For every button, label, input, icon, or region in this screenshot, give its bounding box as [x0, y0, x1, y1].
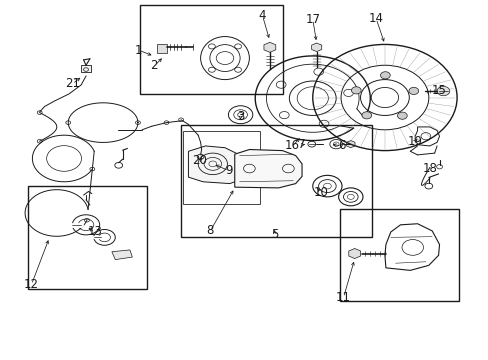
Text: 21: 21: [65, 77, 80, 90]
Text: 14: 14: [368, 12, 383, 25]
Text: 3: 3: [236, 110, 244, 123]
Polygon shape: [81, 65, 91, 72]
Text: 11: 11: [335, 291, 350, 304]
Text: 1: 1: [135, 44, 142, 57]
Circle shape: [408, 87, 418, 95]
Text: 15: 15: [431, 84, 446, 97]
Polygon shape: [348, 248, 360, 258]
Circle shape: [361, 112, 371, 119]
Circle shape: [351, 87, 361, 94]
Text: 13: 13: [87, 225, 102, 238]
Text: 16: 16: [284, 139, 299, 152]
Text: 6: 6: [338, 139, 345, 152]
Text: 20: 20: [192, 154, 206, 167]
Polygon shape: [112, 250, 132, 260]
Text: 7: 7: [298, 138, 305, 151]
Polygon shape: [234, 149, 302, 188]
Text: 9: 9: [224, 164, 232, 177]
Polygon shape: [311, 43, 321, 51]
Text: 18: 18: [422, 162, 436, 175]
Text: 10: 10: [313, 186, 328, 199]
Text: 12: 12: [24, 278, 39, 291]
Text: 17: 17: [305, 13, 320, 26]
Circle shape: [380, 72, 389, 79]
Text: 5: 5: [270, 228, 278, 241]
Text: 19: 19: [407, 135, 422, 148]
Polygon shape: [188, 146, 242, 184]
Text: 8: 8: [206, 224, 214, 238]
Polygon shape: [157, 44, 167, 53]
Polygon shape: [346, 140, 354, 148]
Circle shape: [436, 86, 449, 96]
Text: 2: 2: [150, 59, 158, 72]
Polygon shape: [264, 42, 275, 52]
Circle shape: [397, 112, 407, 119]
Text: 4: 4: [258, 9, 266, 22]
